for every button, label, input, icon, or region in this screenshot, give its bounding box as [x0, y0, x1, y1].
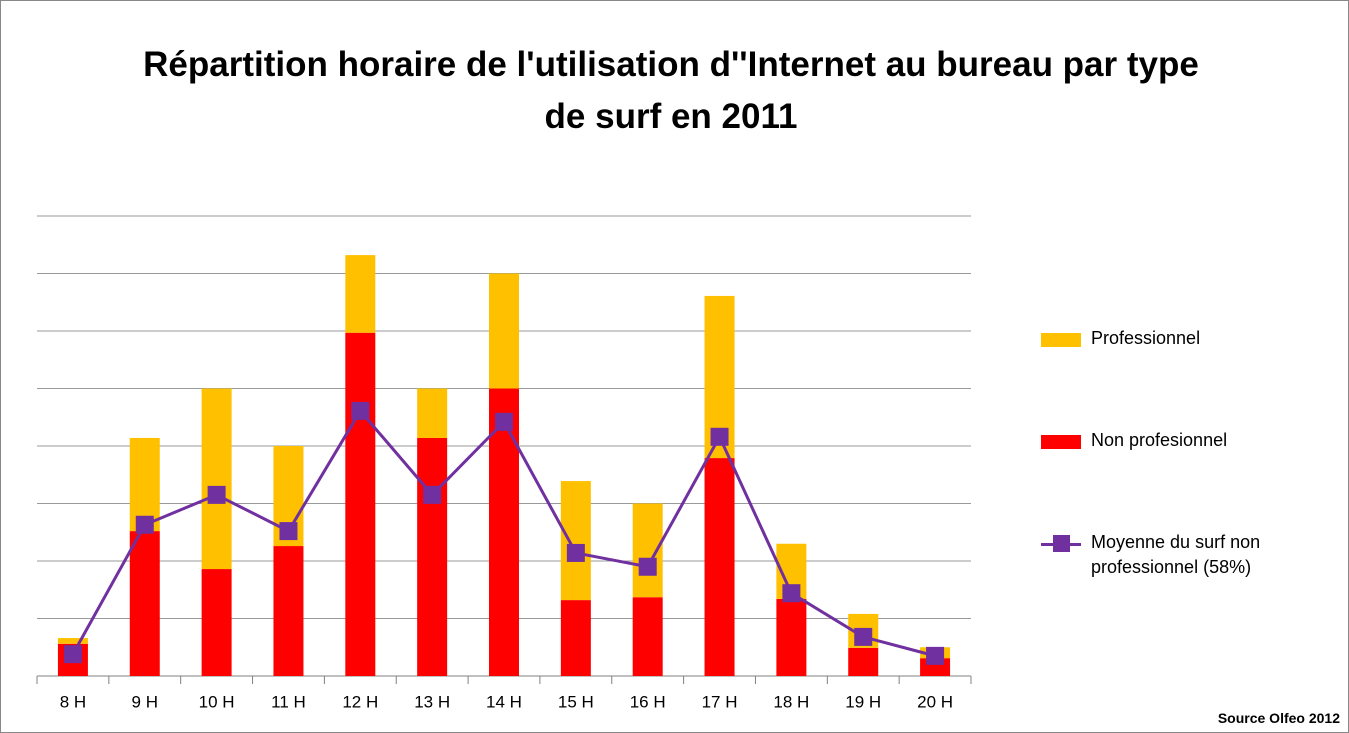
bar	[704, 458, 735, 676]
bar	[201, 388, 232, 570]
legend-swatch	[1041, 333, 1081, 347]
bar	[776, 598, 807, 676]
legend-label: Professionnel	[1091, 328, 1201, 348]
bar	[489, 273, 519, 389]
bar	[560, 600, 591, 676]
legend-swatch	[1041, 534, 1081, 554]
bar	[201, 569, 232, 676]
bar	[129, 531, 160, 676]
bar	[417, 437, 448, 676]
x-tick-label: 11 H	[271, 692, 306, 711]
x-tick-label: 9 H	[132, 692, 158, 711]
bar	[273, 546, 304, 676]
legend-label: Non profesionnel	[1091, 430, 1228, 450]
bar	[560, 481, 591, 601]
x-tick-label: 8 H	[60, 692, 86, 711]
x-tick-label: 19 H	[845, 692, 881, 711]
x-tick-label: 18 H	[773, 692, 809, 711]
marker	[926, 646, 945, 665]
x-tick-label: 13 H	[414, 692, 450, 711]
legend-marker	[1053, 535, 1070, 552]
legend-swatch	[1041, 435, 1081, 449]
marker	[854, 627, 873, 646]
bar	[345, 332, 376, 676]
bar	[417, 388, 448, 438]
marker	[566, 543, 585, 562]
x-tick-label: 20 H	[917, 692, 953, 711]
marker	[638, 557, 657, 576]
x-tick-label: 16 H	[630, 692, 666, 711]
source: Source Olfeo 2012	[1217, 710, 1340, 726]
bar	[57, 638, 88, 644]
marker	[135, 515, 154, 534]
x-tick-label: 14 H	[486, 692, 522, 711]
x-tick-label: 15 H	[558, 692, 594, 711]
marker	[351, 401, 370, 420]
chart-title: Répartition horaire de l'utilisation d''…	[143, 45, 1199, 136]
x-tick-label: 17 H	[702, 692, 738, 711]
x-tick-label: 10 H	[199, 692, 235, 711]
bar	[489, 388, 519, 676]
marker	[495, 412, 513, 431]
bar	[345, 255, 376, 333]
bar	[848, 647, 879, 676]
marker	[207, 485, 226, 504]
marker	[782, 584, 801, 603]
x-tick-label: 12 H	[342, 692, 378, 711]
legend-label: Moyenne du surf non professionnel (58%)	[1091, 532, 1261, 577]
marker	[279, 522, 298, 541]
bar	[632, 597, 663, 676]
marker	[710, 427, 729, 446]
bar	[129, 437, 160, 532]
marker	[63, 645, 82, 664]
marker	[423, 485, 442, 504]
